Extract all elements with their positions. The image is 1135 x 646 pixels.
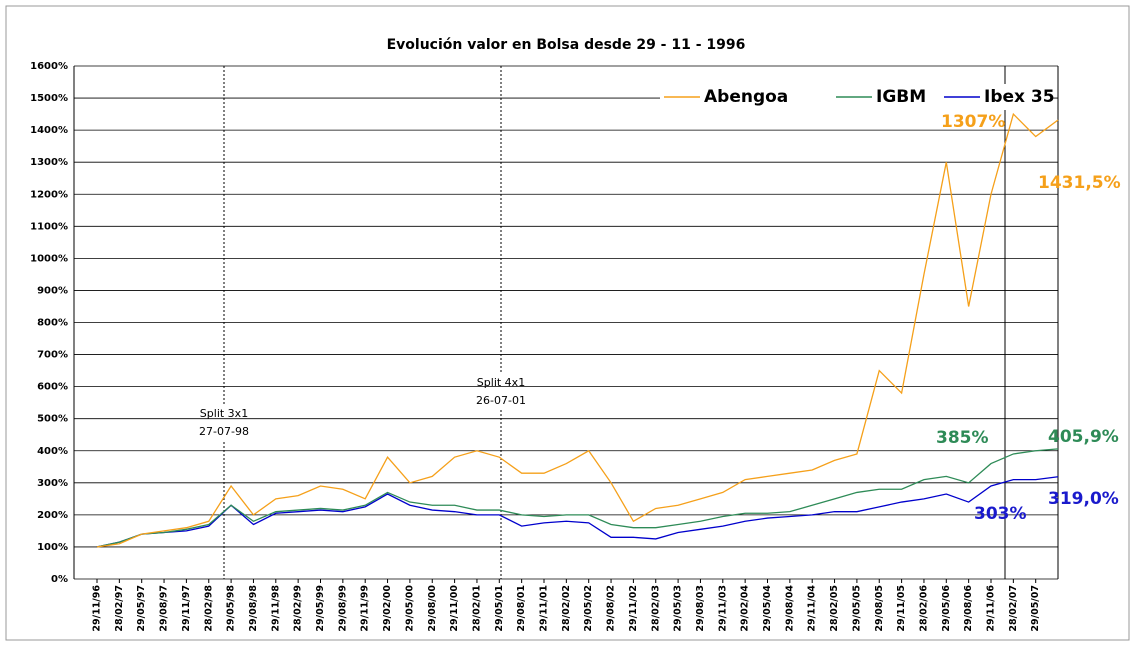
x-tick-label: 29/11/02 xyxy=(628,585,639,632)
y-tick-label: 300% xyxy=(37,478,68,489)
x-tick-label: 29/11/97 xyxy=(181,585,192,632)
x-tick-label: 29/05/07 xyxy=(1030,585,1041,632)
x-tick-label: 28/02/07 xyxy=(1008,585,1019,632)
split-date: 27-07-98 xyxy=(199,425,249,438)
y-tick-label: 800% xyxy=(37,318,68,329)
x-tick-label: 29/08/05 xyxy=(874,585,885,632)
x-tick-label: 29/11/01 xyxy=(539,585,550,632)
annotation: 385% xyxy=(936,428,989,448)
x-tick-label: 29/02/00 xyxy=(382,585,393,632)
x-tick-label: 29/05/04 xyxy=(762,585,773,632)
y-tick-label: 600% xyxy=(37,382,68,393)
x-tick-label: 29/08/06 xyxy=(963,585,974,632)
y-tick-label: 0% xyxy=(51,574,68,585)
x-tick-label: 28/02/02 xyxy=(561,585,572,632)
frame xyxy=(5,5,1130,641)
annotation: 1307% xyxy=(941,112,1005,132)
annotation: 405,9% xyxy=(1048,427,1119,447)
split-box xyxy=(457,373,545,409)
split-date: 26-07-01 xyxy=(476,394,526,407)
annotation: 303% xyxy=(974,504,1027,524)
x-tick-label: 28/02/05 xyxy=(829,585,840,632)
x-tick-label: 29/11/96 xyxy=(92,585,103,632)
y-tick-label: 500% xyxy=(37,414,68,425)
y-tick-label: 1500% xyxy=(30,93,68,104)
x-tick-label: 29/11/05 xyxy=(896,585,907,632)
y-tick-label: 1100% xyxy=(30,221,68,232)
y-tick-label: 100% xyxy=(37,542,68,553)
x-tick-label: 29/05/98 xyxy=(226,585,237,632)
x-tick-label: 29/08/98 xyxy=(248,585,259,632)
x-tick-label: 29/08/02 xyxy=(606,585,617,632)
x-tick-label: 29/08/99 xyxy=(337,585,348,632)
x-tick-label: 29/08/04 xyxy=(784,585,795,632)
x-tick-label: 29/11/03 xyxy=(717,585,728,632)
x-tick-label: 29/05/97 xyxy=(136,585,147,632)
annotation: 1431,5% xyxy=(1038,173,1121,193)
y-tick-label: 1400% xyxy=(30,125,68,136)
x-tick-label: 29/05/02 xyxy=(583,585,594,632)
y-tick-label: 1600% xyxy=(30,61,68,72)
x-tick-label: 29/08/01 xyxy=(516,585,527,632)
x-tick-label: 29/08/03 xyxy=(695,585,706,632)
split-title: Split 4x1 xyxy=(477,376,525,389)
x-tick-label: 28/02/01 xyxy=(471,585,482,632)
y-tick-label: 400% xyxy=(37,446,68,457)
y-tick-label: 1200% xyxy=(30,189,68,200)
x-tick-label: 28/02/06 xyxy=(918,585,929,632)
y-tick-label: 200% xyxy=(37,510,68,521)
series-line xyxy=(96,476,1059,548)
x-tick-label: 29/05/06 xyxy=(941,585,952,632)
x-tick-label: 29/08/97 xyxy=(159,585,170,632)
y-tick-label: 700% xyxy=(37,350,68,361)
chart-title: Evolución valor en Bolsa desde 29 - 11 -… xyxy=(387,37,746,53)
series-line xyxy=(96,448,1059,548)
x-tick-label: 29/05/05 xyxy=(851,585,862,632)
y-tick-label: 1000% xyxy=(30,253,68,264)
x-tick-label: 29/11/99 xyxy=(360,585,371,632)
legend-label: IGBM xyxy=(876,87,926,107)
x-tick-label: 29/05/99 xyxy=(315,585,326,632)
x-tick-label: 29/05/00 xyxy=(404,585,415,632)
y-tick-label: 1300% xyxy=(30,157,68,168)
series-line xyxy=(96,112,1059,548)
y-tick-label: 900% xyxy=(37,285,68,296)
split-title: Split 3x1 xyxy=(200,407,248,420)
x-tick-label: 29/11/06 xyxy=(986,585,997,632)
legend-label: Abengoa xyxy=(704,87,788,107)
x-tick-label: 29/05/01 xyxy=(494,585,505,632)
x-tick-label: 28/02/99 xyxy=(293,585,304,632)
x-tick-label: 28/02/98 xyxy=(203,585,214,632)
x-tick-label: 29/11/98 xyxy=(270,585,281,632)
x-tick-label: 28/02/97 xyxy=(114,585,125,632)
x-tick-label: 29/11/04 xyxy=(807,585,818,632)
x-tick-label: 29/08/00 xyxy=(427,585,438,632)
split-box xyxy=(180,404,268,440)
annotation: 319,0% xyxy=(1048,489,1119,509)
x-tick-label: 28/02/03 xyxy=(650,585,661,632)
x-tick-label: 29/05/03 xyxy=(673,585,684,632)
x-tick-label: 29/11/00 xyxy=(449,585,460,632)
legend-label: Ibex 35 xyxy=(984,87,1055,107)
x-tick-label: 29/02/04 xyxy=(740,585,751,632)
